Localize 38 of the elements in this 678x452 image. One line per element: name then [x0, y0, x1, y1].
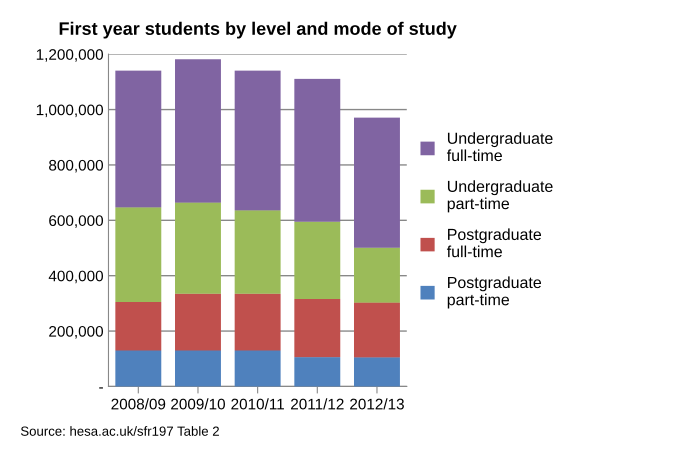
x-tick-label: 2010/11 — [231, 398, 284, 410]
x-tick-label: 2008/09 — [111, 398, 166, 410]
y-tick-label: 1,000,000 — [36, 104, 104, 118]
bar — [115, 350, 162, 386]
bar — [234, 350, 281, 386]
bar — [175, 59, 221, 203]
y-tick-label: 600,000 — [49, 215, 104, 228]
bar — [115, 207, 162, 302]
bar — [234, 210, 281, 294]
y-tick-label: - — [99, 387, 103, 389]
y-tick-label: 200,000 — [49, 326, 104, 339]
bar — [175, 202, 221, 294]
bar — [115, 70, 162, 208]
x-tick-label: 2012/13 — [350, 398, 404, 410]
bar — [294, 78, 340, 222]
bar — [175, 350, 221, 386]
bar — [294, 357, 340, 386]
bar — [294, 222, 340, 299]
legend-label: Postgraduate full-time — [446, 228, 542, 258]
chart-title: First year students by level and mode of study — [60, 22, 457, 39]
legend-label: Postgraduate part-time — [448, 276, 542, 308]
bar — [354, 118, 400, 248]
bar — [354, 302, 400, 358]
legend-label: Undergraduate part-time — [448, 180, 553, 212]
y-tick-label: 1,200,000 — [36, 49, 104, 62]
x-tick-label: 2011/12 — [291, 398, 344, 410]
source-note: Source: hesa.ac.uk/sfr197 Table 2 — [20, 426, 219, 436]
bar — [294, 298, 340, 358]
bar — [175, 294, 221, 350]
x-tick-label: 2009/10 — [171, 398, 225, 410]
bar — [234, 70, 281, 210]
bar — [354, 357, 400, 386]
y-tick-label: 400,000 — [48, 270, 104, 284]
legend-label: Undergraduate full-time — [446, 132, 553, 162]
bar — [115, 302, 162, 350]
bar — [234, 294, 281, 350]
bar — [354, 248, 400, 303]
y-tick-label: 800,000 — [49, 160, 104, 172]
